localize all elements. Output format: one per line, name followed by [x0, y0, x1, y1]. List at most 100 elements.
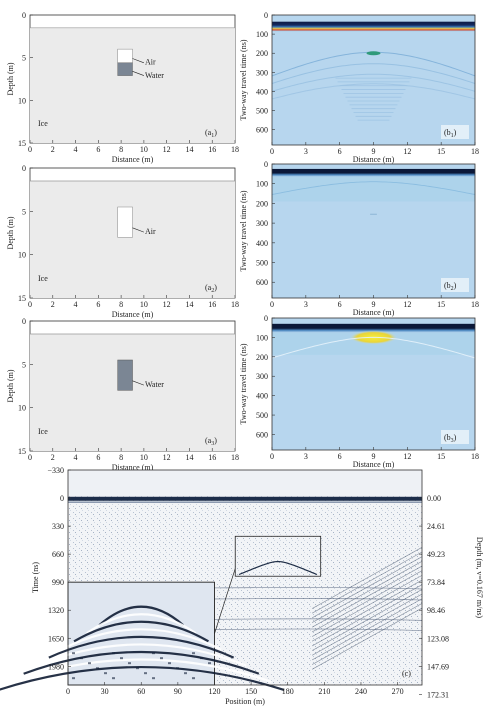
x-tick-label: 15: [437, 147, 445, 156]
x-tick-label: 2: [51, 145, 55, 154]
x-tick-label: 12: [163, 300, 171, 309]
panel-label-subscript: 1: [451, 133, 454, 139]
shallow-reflection: [68, 501, 422, 503]
inset-noise-cell: [200, 657, 203, 660]
diffraction-hyperbola: [271, 63, 476, 84]
x-tick-label: 10: [140, 145, 148, 154]
dipping-reflector: [311, 565, 423, 628]
y-tick-label: 15: [18, 447, 26, 456]
y-tick-label: 0: [22, 11, 26, 20]
y-axis-label: Two-way travel time (ns): [239, 190, 248, 271]
inset-noise-cell: [104, 672, 107, 675]
inset-noise-cell: [144, 672, 147, 675]
x-tick-label: 12: [403, 147, 411, 156]
x-tick-label: 18: [231, 145, 239, 154]
y-tick-label: 0: [60, 494, 64, 503]
inset-noise-cell: [160, 657, 163, 660]
inset-hyperbola: [98, 605, 184, 626]
x-tick-label: 18: [231, 300, 239, 309]
ice-layer: [30, 27, 235, 143]
x-tick-label: 12: [403, 300, 411, 309]
x-tick-label: 14: [185, 145, 193, 154]
diffraction-hyperbola: [271, 336, 476, 359]
x-tick-label: 9: [372, 452, 376, 461]
panel-label-subscript: 3: [451, 438, 454, 444]
x-tick-label: 120: [208, 687, 220, 696]
x-tick-label: 18: [471, 452, 479, 461]
y-tick-label: 500: [256, 107, 268, 116]
zoom-connector: [214, 568, 236, 634]
y-tick-label: 10: [18, 96, 26, 105]
inset-noise-cell: [72, 677, 75, 680]
inset-noise-cell: [168, 662, 171, 665]
y-tick-label: 0: [264, 314, 268, 323]
x-tick-label: 0: [270, 300, 274, 309]
direct-wave-band: [272, 21, 475, 32]
panel-label-bg: [441, 278, 469, 292]
y-tick-label: 330: [52, 522, 64, 531]
x-tick-label: 210: [318, 687, 330, 696]
y-tick-label: 200: [256, 49, 268, 58]
x-axis-label: Distance (m): [112, 463, 154, 472]
water-label: Water: [145, 380, 164, 389]
y-tick-label-right: 73.84: [427, 578, 445, 587]
radargram-panel-b3: (b3) 0 3 6 9 12 15 18 0 100 200 300 400 500 600 Distanc…: [239, 314, 479, 469]
inset-noise-cell: [136, 667, 139, 670]
y-tick-label-right: 24.61: [427, 522, 445, 531]
panel-label-close: ): [454, 281, 457, 290]
ice-label: Ice: [38, 427, 48, 436]
panel-label-close: ): [214, 283, 217, 292]
panel-label-close: ): [454, 128, 457, 137]
y-tick-label: 1320: [48, 606, 64, 615]
x-tick-label: 16: [208, 300, 216, 309]
panel-label: (a2): [205, 283, 217, 294]
x-tick-label: 180: [282, 687, 294, 696]
x-tick-label: 3: [304, 147, 308, 156]
y-tick-label: 0: [264, 11, 268, 20]
radargram-panel-b2: (b2) 0 3 6 9 12 15 18 0 100 200 300 400 500 600 Distanc…: [239, 160, 479, 317]
x-tick-label: 6: [96, 453, 100, 462]
y-tick-label: 400: [256, 87, 268, 96]
y-tick-label: 200: [256, 353, 268, 362]
x-tick-label: 3: [304, 452, 308, 461]
inset-hyperbola: [35, 643, 247, 667]
y-tick-label: 100: [256, 180, 268, 189]
x-tick-label: 0: [270, 147, 274, 156]
y-tick-label: 5: [22, 54, 26, 63]
radargram-background: [272, 15, 475, 145]
y-tick-label: 5: [22, 360, 26, 369]
inset-hyperbola: [23, 650, 260, 675]
inset-hyperbola: [73, 620, 209, 643]
y-tick-label: 500: [256, 259, 268, 268]
x-tick-label: 12: [403, 452, 411, 461]
air-void: [117, 206, 133, 238]
panel-label-subscript: 2: [211, 288, 214, 294]
panel-label-close: ): [454, 433, 457, 442]
air-pointer: [132, 58, 144, 64]
model-panel-a1: Air Water Ice (a1) 0 2 4 6 8 10 12 14 16 18 0 5 10 15 Dist…: [6, 11, 239, 164]
reflection-apex: [366, 51, 381, 56]
x-tick-label: 150: [245, 687, 257, 696]
y-tick-label: 100: [256, 333, 268, 342]
inset-noise-cell: [128, 662, 131, 665]
air-region: [68, 470, 422, 497]
inset-hyperbola: [0, 665, 285, 692]
x-tick-label: 6: [96, 300, 100, 309]
x-tick-label: 2: [51, 453, 55, 462]
y-tick-label: 300: [256, 372, 268, 381]
ice-layer: [30, 181, 235, 298]
dipping-reflector: [311, 551, 423, 614]
y-tick-label: 600: [256, 126, 268, 135]
y-tick-label: 15: [18, 294, 26, 303]
direct-wave-band: [272, 323, 475, 333]
inset-noise-cell: [184, 672, 187, 675]
x-tick-label: 6: [338, 147, 342, 156]
diffraction-hyperbola: [271, 83, 476, 100]
ice-label: Ice: [38, 274, 48, 283]
x-tick-label: 15: [437, 452, 445, 461]
x-tick-label: 18: [231, 453, 239, 462]
inset-noise-cell: [152, 677, 155, 680]
panel-label-close: ): [214, 436, 217, 445]
y-axis-label: Depth (m): [6, 369, 15, 402]
y-tick-label: 1650: [48, 634, 64, 643]
